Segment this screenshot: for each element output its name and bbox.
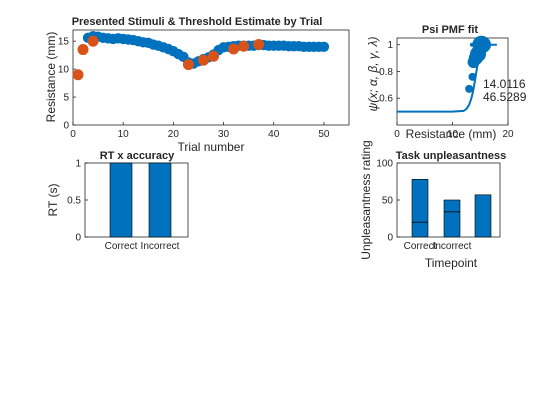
unpleasantness-category-label: Incorrect (433, 241, 472, 252)
psi-fit-x-tick-label: 10 (447, 129, 459, 140)
psi-fit-title: Psi PMF fit (422, 24, 479, 36)
psi-fit-ylabel: ψ(x; α, β, γ, λ) (366, 36, 380, 111)
unpleasantness-y-tick-label: 50 (382, 196, 394, 207)
trial-plot-ticks: 0 10 20 30 40 50 0 5 10 15 (58, 37, 330, 140)
stimulus-point (318, 41, 330, 52)
unpleasantness-category-label: Correct (404, 241, 437, 252)
rt-accuracy-panel: RT x accuracy RT (s) 00.51 Correct Incorr… (46, 150, 189, 252)
psi-fit-y-tick-label: 0.8 (379, 67, 393, 78)
rt-bar (109, 162, 133, 238)
unpleasantness-ticks: 0 50 100 (376, 159, 400, 244)
rt-accuracy-y-tick-label: 0.5 (67, 196, 81, 207)
rt-category-label: Correct (105, 241, 138, 252)
rt-accuracy-marks: Correct Incorrect (105, 162, 180, 252)
threshold-estimate-point (228, 43, 240, 55)
psi-beta-label: 46.5289 (483, 90, 527, 104)
trial-plot-axes (72, 29, 350, 126)
threshold-estimate-point (253, 39, 265, 51)
unpleasantness-bar (443, 199, 461, 238)
trial-plot-x-tick-label: 0 (70, 129, 76, 140)
trial-plot-ylabel: Resistance (mm) (44, 32, 58, 123)
rt-accuracy-axes (84, 162, 189, 238)
psi-fit-point (473, 42, 478, 47)
trial-plot-x-tick-label: 30 (218, 129, 230, 140)
psi-fit-panel: Psi PMF fit Resistance (mm) ψ(x; α, β, γ… (366, 24, 527, 141)
trial-plot-y-tick-label: 5 (63, 93, 69, 104)
psi-fit-y-tick-label: 1 (387, 40, 393, 51)
threshold-estimate-point (238, 40, 250, 52)
unpleasantness-bar (474, 194, 492, 238)
trial-plot-x-tick-label: 50 (318, 129, 330, 140)
threshold-estimate-point (77, 44, 89, 56)
unpleasantness-bar (411, 178, 429, 238)
unpleasantness-xlabel: Timepoint (425, 256, 478, 270)
rt-accuracy-y-tick-label: 0 (75, 233, 81, 244)
psi-fit-y-tick-label: 0.6 (379, 94, 393, 105)
trial-plot-y-tick-label: 15 (58, 37, 70, 48)
threshold-estimate-point (197, 54, 209, 66)
psi-fit-point (468, 72, 477, 81)
psi-fit-x-tick-label: 20 (502, 129, 514, 140)
trial-plot-y-tick-label: 0 (63, 121, 69, 132)
rt-accuracy-ylabel: RT (s) (46, 184, 60, 217)
psi-fit-xlabel: Resistance (mm) (406, 127, 497, 141)
psi-fit-ticks: 0 10 20 0.6 0.8 1 (379, 40, 514, 140)
trial-plot-x-tick-label: 20 (168, 129, 180, 140)
trial-plot-panel: Presented Stimuli & Threshold Estimate b… (44, 16, 350, 154)
threshold-estimate-point (72, 69, 84, 81)
trial-plot-marks (72, 30, 330, 81)
rt-accuracy-title: RT x accuracy (100, 150, 175, 162)
trial-plot-title: Presented Stimuli & Threshold Estimate b… (72, 16, 323, 28)
psi-fit-point (465, 84, 474, 93)
unpleasantness-ylabel: Unpleasantness rating (359, 140, 373, 259)
psi-fit-point (482, 48, 487, 53)
rt-accuracy-y-tick-label: 1 (75, 159, 81, 170)
psi-fit-marks (397, 35, 497, 113)
trial-plot-xlabel: Trial number (178, 140, 245, 154)
rt-accuracy-ticks: 00.51 (67, 159, 88, 244)
unpleasantness-title: Task unpleasantness (396, 150, 506, 162)
psi-alpha-label: 14.0116 (483, 77, 526, 91)
unpleasantness-panel: Task unpleasantness Timepoint Unpleasant… (359, 140, 506, 270)
threshold-estimate-point (208, 50, 220, 62)
trial-plot-x-tick-label: 10 (118, 129, 130, 140)
psi-fit-point (481, 42, 486, 47)
trial-plot-x-tick-label: 40 (268, 129, 280, 140)
trial-plot-y-tick-label: 10 (58, 65, 70, 76)
rt-bar (148, 162, 172, 238)
unpleasantness-y-tick-label: 0 (387, 233, 393, 244)
threshold-estimate-point (87, 35, 99, 47)
psi-fit-x-tick-label: 0 (394, 129, 400, 140)
threshold-estimate-point (182, 59, 194, 71)
psi-fit-point (469, 42, 474, 47)
rt-category-label: Incorrect (141, 241, 180, 252)
unpleasantness-y-tick-label: 100 (376, 159, 393, 170)
